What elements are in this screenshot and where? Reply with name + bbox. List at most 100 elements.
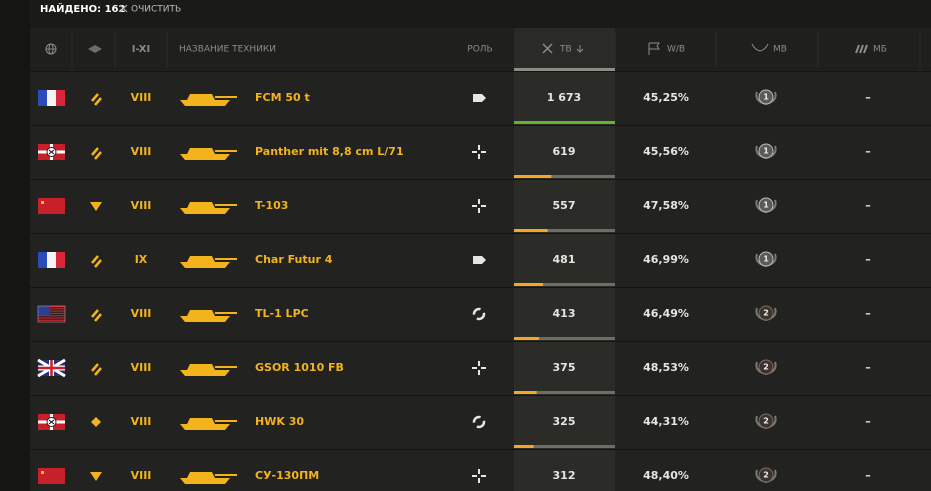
flag-part xyxy=(38,315,65,317)
tier: IX xyxy=(135,253,148,266)
class-filter-icon[interactable] xyxy=(88,45,102,53)
tier: VIII xyxy=(131,415,152,428)
battles: 312 xyxy=(553,469,576,482)
flag xyxy=(37,305,66,323)
flag-part xyxy=(38,306,65,308)
winrate: 47,58% xyxy=(643,199,689,212)
header-sorted xyxy=(514,28,615,71)
mastery: 1 xyxy=(763,147,769,156)
tank-silhouette xyxy=(180,94,237,106)
role-icon xyxy=(472,469,486,483)
clear-button[interactable]: ОЧИСТИТЬ xyxy=(119,5,181,15)
role-icon xyxy=(472,361,486,375)
marks: – xyxy=(865,469,871,482)
flag-part xyxy=(41,201,44,204)
battles-icon xyxy=(542,43,553,54)
winrate: 48,40% xyxy=(643,469,689,482)
battles-bar xyxy=(514,445,534,448)
flag-part xyxy=(38,306,50,315)
battles-bar xyxy=(514,121,615,124)
flag-part xyxy=(38,310,65,312)
role-icon xyxy=(473,256,486,264)
tank-silhouette xyxy=(180,256,237,268)
header-row xyxy=(30,28,931,71)
battles-header[interactable]: ТВ xyxy=(559,45,572,55)
mastery-badge xyxy=(758,143,774,159)
role-header[interactable]: РОЛЬ xyxy=(467,45,492,55)
flag-part xyxy=(38,252,47,268)
flag-part xyxy=(41,471,44,474)
winrate-header[interactable]: W/B xyxy=(667,45,685,55)
flag xyxy=(38,198,65,214)
role-icon xyxy=(472,415,486,429)
vehicle-name: GSOR 1010 FB xyxy=(255,361,344,374)
mastery: 2 xyxy=(763,417,769,426)
marks: – xyxy=(865,145,871,158)
mastery-badge xyxy=(758,197,774,213)
marks: – xyxy=(865,415,871,428)
mastery-badge xyxy=(758,89,774,105)
tier: VIII xyxy=(131,91,152,104)
winrate: 46,99% xyxy=(643,253,689,266)
vehicle-name: HWK 30 xyxy=(255,415,304,428)
class-icon xyxy=(91,255,102,268)
vehicle-name: Panther mit 8,8 cm L/71 xyxy=(255,145,404,158)
flag-part xyxy=(38,90,47,106)
marks-header[interactable]: МБ xyxy=(873,45,887,55)
marks: – xyxy=(865,91,871,104)
battles-bar xyxy=(514,337,539,340)
class-icon xyxy=(91,309,102,322)
flag-part xyxy=(38,198,65,214)
battles-track xyxy=(514,445,615,448)
vehicle-name: СУ-130ПМ xyxy=(255,469,319,482)
tier: VIII xyxy=(131,361,152,374)
battles-bar xyxy=(514,391,537,394)
battles-bar xyxy=(514,229,548,232)
table-row xyxy=(30,179,931,233)
marks-icon xyxy=(855,44,868,54)
sorted-cell xyxy=(514,72,615,125)
table-row xyxy=(30,125,931,179)
sort-indicator xyxy=(514,68,615,71)
role-icon xyxy=(473,94,486,102)
tier-header[interactable]: I-XI xyxy=(132,44,151,55)
role-icon xyxy=(472,307,486,321)
flag-part xyxy=(38,319,65,321)
battles-track xyxy=(514,283,615,286)
table-row xyxy=(30,449,931,491)
vehicle-name: FCM 50 t xyxy=(255,91,310,104)
role-icon xyxy=(472,199,486,213)
flag-part xyxy=(38,317,65,319)
mastery: 1 xyxy=(763,255,769,264)
clear-label[interactable]: ОЧИСТИТЬ xyxy=(131,5,181,15)
winrate: 45,25% xyxy=(643,91,689,104)
flag-part xyxy=(56,252,65,268)
mastery-badge xyxy=(758,359,774,375)
class-icon xyxy=(91,363,102,376)
marks: – xyxy=(865,307,871,320)
sorted-cell xyxy=(514,126,615,179)
battles-bar xyxy=(514,175,552,178)
flag-part xyxy=(38,468,65,484)
mastery-header[interactable]: МВ xyxy=(773,45,787,55)
class-icon xyxy=(91,417,101,427)
table-row xyxy=(30,341,931,395)
flag-part xyxy=(56,90,65,106)
battles: 557 xyxy=(553,199,576,212)
class-icon xyxy=(90,472,102,481)
flag-part xyxy=(48,149,55,155)
battles-track xyxy=(514,229,615,232)
class-icon xyxy=(91,147,102,160)
marks: – xyxy=(865,361,871,374)
tank-silhouette xyxy=(180,148,237,160)
globe-icon[interactable] xyxy=(45,43,57,55)
vehicle-name: T-103 xyxy=(255,199,288,212)
flag-part xyxy=(48,419,55,425)
marks: – xyxy=(865,253,871,266)
table-row xyxy=(30,395,931,449)
winrate: 45,56% xyxy=(643,145,689,158)
name-header[interactable]: НАЗВАНИЕ ТЕХНИКИ xyxy=(179,45,276,55)
tank-silhouette xyxy=(180,472,237,484)
flag-part xyxy=(47,90,56,106)
